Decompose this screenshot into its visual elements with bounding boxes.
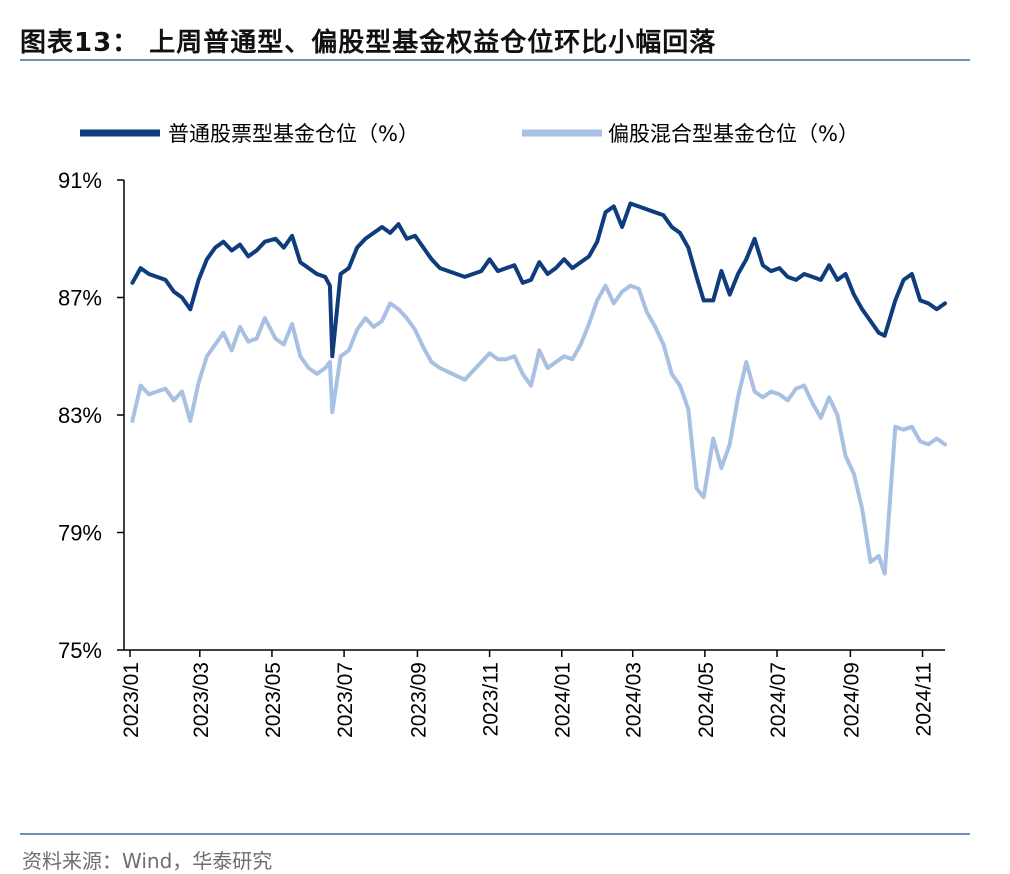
x-tick-label: 2024/07 xyxy=(767,662,790,738)
y-tick-label: 83% xyxy=(58,403,102,428)
series-layer xyxy=(130,201,947,576)
x-tick-label: 2024/09 xyxy=(840,662,863,738)
x-tick-label: 2023/03 xyxy=(190,662,213,738)
axes: 91% 87% 83% 79% 75% 2023/01 2023/03 2023/05 2023… xyxy=(58,168,945,738)
title-divider xyxy=(20,59,970,61)
chart-title: 图表13： 上周普通型、偏股型基金权益仓位环比小幅回落 xyxy=(20,28,717,58)
y-tick-label: 79% xyxy=(58,521,102,546)
y-tick-label: 87% xyxy=(58,286,102,311)
x-tick-label: 2024/05 xyxy=(695,662,718,738)
x-tick-label: 2023/09 xyxy=(407,662,430,738)
series-line-1 xyxy=(130,201,947,359)
x-tick-label: 2024/03 xyxy=(623,662,646,738)
x-tick-label: 2024/11 xyxy=(913,662,936,736)
source-note: 资料来源：Wind，华泰研究 xyxy=(22,849,273,873)
legend-label-series-1: 普通股票型基金仓位（%） xyxy=(168,122,419,146)
source-divider xyxy=(20,833,970,835)
x-tick-label: 2023/11 xyxy=(480,662,503,736)
x-tick-label: 2023/07 xyxy=(334,662,357,738)
line-chart: 普通股票型基金仓位（%） 偏股混合型基金仓位（%） 91% 87% 83% 79% 75… xyxy=(58,122,947,738)
legend: 普通股票型基金仓位（%） 偏股混合型基金仓位（%） xyxy=(80,122,859,146)
legend-label-series-2: 偏股混合型基金仓位（%） xyxy=(608,122,859,146)
x-tick-label: 2023/01 xyxy=(120,662,143,738)
y-tick-label: 75% xyxy=(58,638,102,663)
x-tick-label: 2024/01 xyxy=(552,662,575,738)
x-tick-label: 2023/05 xyxy=(262,662,285,738)
series-line-2 xyxy=(130,283,947,576)
y-tick-label: 91% xyxy=(58,168,102,193)
